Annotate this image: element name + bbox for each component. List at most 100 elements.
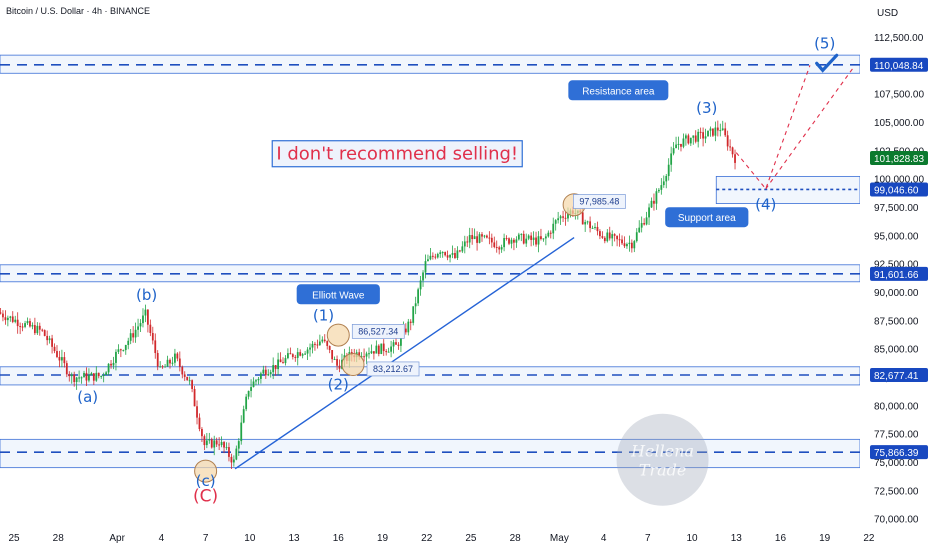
- callout-box: [296, 284, 380, 305]
- time-tick-label: 4: [159, 533, 165, 544]
- candle-body: [232, 459, 235, 463]
- candle-body: [665, 176, 668, 182]
- candle-body: [169, 359, 171, 364]
- candle-body: [532, 237, 535, 240]
- candle-body: [670, 153, 673, 165]
- time-axis[interactable]: 25 28 Apr 4 7 10 13 16 19 22 25 28 May 4 7 10 13 16 19 22: [8, 533, 874, 544]
- drawings-layer: [234, 65, 855, 470]
- wave-pivot-circle: [341, 353, 365, 377]
- candle-body: [493, 242, 496, 248]
- candle-body: [36, 325, 39, 334]
- candle-body: [0, 312, 2, 314]
- candle-body: [611, 234, 614, 239]
- candle-body: [41, 329, 44, 331]
- candle-body: [193, 388, 196, 407]
- price-tick-label: 87,500.00: [874, 316, 919, 327]
- candle-body: [210, 439, 213, 448]
- candle-body: [726, 135, 729, 147]
- candle-body: [164, 366, 166, 368]
- candle-body: [584, 222, 587, 225]
- candle-body: [225, 447, 228, 449]
- candle-body: [102, 375, 105, 377]
- price-label-text: 83,212.67: [373, 364, 413, 374]
- candle-body: [223, 442, 225, 448]
- candle-body: [247, 390, 250, 397]
- time-tick-label: 16: [333, 533, 345, 544]
- candle-body: [252, 381, 255, 388]
- candle-body: [397, 344, 400, 346]
- price-tag-resistance-bg: [870, 57, 928, 72]
- candle-body: [375, 345, 378, 354]
- candle-body: [675, 144, 677, 149]
- candle-body: [129, 333, 132, 341]
- price-tag-mid-bg: [870, 266, 928, 281]
- candle-body: [495, 247, 498, 249]
- candle-body: [144, 309, 147, 316]
- candle-body: [709, 128, 712, 131]
- candle-body: [90, 373, 93, 376]
- candle-body: [257, 378, 260, 381]
- time-tick-label: 7: [203, 533, 209, 544]
- candle-body: [235, 448, 238, 460]
- candle-body: [380, 343, 383, 354]
- time-tick-label: 25: [8, 533, 20, 544]
- candle-body: [481, 234, 483, 237]
- candle-body: [618, 239, 621, 241]
- candle-body: [488, 237, 491, 239]
- candle-body: [291, 354, 294, 357]
- candle-body: [687, 135, 690, 144]
- candle-body: [338, 365, 341, 369]
- candle-body: [694, 135, 697, 142]
- candle-body: [124, 344, 127, 351]
- candle-body: [633, 241, 636, 249]
- price-tick-label: 97,500.00: [874, 203, 919, 214]
- headline-box: [271, 140, 523, 168]
- candle-body: [237, 441, 240, 449]
- candle-body: [653, 200, 655, 204]
- wave-label: (b): [136, 286, 157, 304]
- price-tick-label: 77,500.00: [874, 430, 919, 441]
- candle-body: [419, 280, 422, 290]
- candle-body: [623, 243, 626, 247]
- candle-body: [294, 356, 297, 358]
- candle-body: [505, 238, 508, 240]
- candle-body: [196, 406, 198, 418]
- candle-body: [203, 436, 206, 446]
- candle-body: [289, 353, 292, 355]
- candle-body: [314, 343, 316, 345]
- candle-body: [552, 223, 555, 234]
- candle-body: [264, 369, 267, 376]
- candle-body: [24, 323, 26, 327]
- candle-body: [88, 375, 90, 381]
- candle-body: [613, 234, 616, 236]
- candle-body: [331, 350, 334, 360]
- candle-body: [68, 374, 71, 377]
- candle-body: [105, 372, 108, 376]
- price-tag-support-right-bg: [870, 182, 928, 197]
- wave-label: (1): [313, 306, 334, 324]
- candle-body: [707, 130, 709, 137]
- candle-body: [677, 143, 680, 145]
- candle-body: [500, 247, 503, 250]
- candle-body: [242, 409, 245, 423]
- candle-body: [478, 234, 481, 243]
- candle-body: [363, 356, 365, 358]
- price-tag-bottom-bg: [870, 445, 928, 460]
- candle-body: [387, 351, 390, 353]
- candle-body: [274, 365, 277, 370]
- price-label-box: [351, 324, 405, 339]
- price-tag-resistance: 110,048.84: [874, 61, 924, 72]
- candle-body: [2, 313, 4, 318]
- price-tick-label: 75,000.00: [874, 458, 919, 469]
- candle-body: [662, 181, 665, 186]
- candle-body: [218, 444, 221, 446]
- candle-body: [156, 353, 159, 367]
- candle-body: [525, 238, 528, 244]
- price-axis[interactable]: USD112,500.00110,000.00107,500.00105,000…: [860, 0, 932, 550]
- price-tick-label: 100,000.00: [874, 175, 924, 186]
- trendline: [234, 237, 575, 470]
- candle-body: [697, 131, 700, 142]
- candle-body: [46, 335, 49, 341]
- candle-body: [11, 316, 14, 322]
